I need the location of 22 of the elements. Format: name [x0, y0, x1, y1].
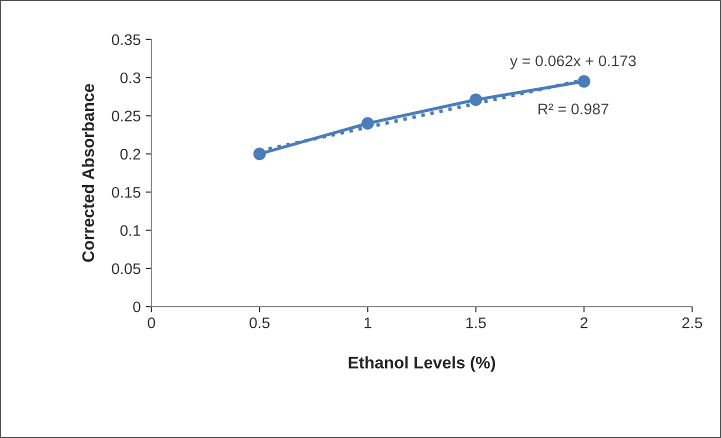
point	[253, 148, 266, 160]
y-tick-label: 0.25	[112, 110, 140, 122]
point	[578, 75, 590, 88]
annotation: R² = 0.987	[538, 104, 608, 114]
point	[361, 117, 374, 130]
y-tick-label: 0	[133, 301, 140, 312]
x-tick-label: 2.5	[682, 317, 702, 328]
y-tick-label: 0.2	[120, 148, 140, 160]
y-tick-label: 0.35	[112, 34, 140, 46]
y-tick-label: 0.3	[120, 72, 140, 84]
x-tick-label: 2	[580, 317, 588, 328]
annotation: y = 0.062x + 0.173	[510, 55, 636, 70]
x-tick-label: 1	[364, 318, 372, 328]
y-tick-label: 0.1	[120, 225, 140, 236]
point	[470, 93, 482, 106]
x-axis-title: Ethanol Levels (%)	[348, 356, 496, 372]
x-tick-label: 0.5	[250, 317, 270, 328]
x-tick-label: 1.5	[466, 318, 486, 328]
y-tick-label: 0.15	[112, 186, 140, 198]
y-axis-title: Corrected Absorbance	[82, 84, 94, 262]
y-tick-label: 0.05	[112, 263, 140, 274]
x-tick-label: 0	[148, 317, 156, 328]
